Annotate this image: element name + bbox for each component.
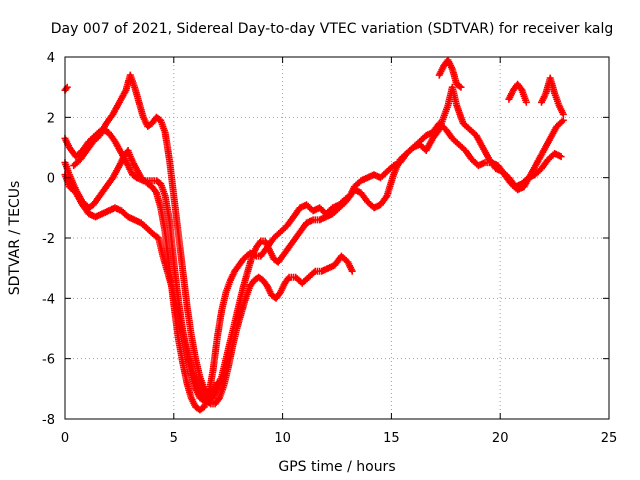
series-points [538, 74, 567, 118]
x-tick-label: 10 [274, 431, 291, 446]
series-1 [61, 83, 71, 94]
grid [65, 57, 609, 419]
series-5 [70, 71, 221, 399]
y-axis-label: SDTVAR / TECUs [7, 181, 23, 296]
x-axis-label: GPS time / hours [278, 459, 395, 475]
series-points [61, 83, 71, 94]
series-points [61, 83, 565, 414]
y-tick-label: -8 [42, 413, 55, 428]
x-tick-label: 25 [601, 431, 618, 446]
series-7 [505, 80, 530, 106]
series-6 [435, 56, 465, 91]
series-points [61, 116, 567, 405]
x-tick-label: 15 [383, 431, 400, 446]
series-2 [61, 83, 565, 414]
series-points [505, 80, 530, 106]
y-tick-label: 0 [47, 172, 55, 187]
y-tick-label: -6 [42, 353, 55, 368]
series-4 [61, 171, 356, 408]
data-series [61, 56, 567, 414]
series-points [435, 56, 465, 91]
series-points [70, 71, 221, 399]
x-tick-label: 5 [170, 431, 178, 446]
y-tick-label: 2 [47, 111, 55, 126]
series-line [64, 87, 562, 411]
x-tick-label: 0 [61, 431, 69, 446]
x-tick-label: 20 [492, 431, 509, 446]
series-8 [538, 74, 567, 118]
chart-title: Day 007 of 2021, Sidereal Day-to-day VTE… [51, 21, 613, 37]
y-tick-label: -4 [42, 292, 55, 307]
series-3 [61, 116, 567, 405]
axis-ticks: 0 5 10 15 20 25 -8 -6 -4 -2 0 2 4 [42, 51, 617, 446]
y-tick-label: 4 [47, 51, 55, 66]
y-tick-label: -2 [42, 232, 55, 247]
